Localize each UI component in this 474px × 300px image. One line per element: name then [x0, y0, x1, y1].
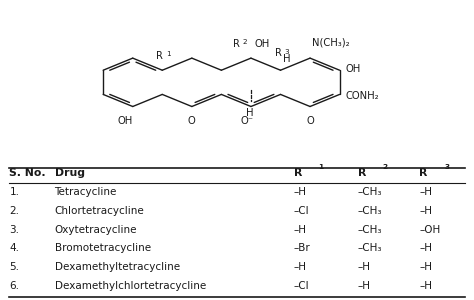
- Text: 2: 2: [383, 164, 388, 170]
- Text: –Cl: –Cl: [294, 281, 310, 291]
- Text: R: R: [294, 168, 302, 178]
- Text: –CH₃: –CH₃: [358, 187, 383, 197]
- Text: –H: –H: [358, 281, 371, 291]
- Text: –H: –H: [419, 187, 432, 197]
- Text: –CH₃: –CH₃: [358, 225, 383, 235]
- Text: OH: OH: [118, 116, 133, 126]
- Text: –H: –H: [294, 187, 307, 197]
- Text: Bromotetracycline: Bromotetracycline: [55, 243, 151, 254]
- Text: S. No.: S. No.: [9, 168, 46, 178]
- Text: –H: –H: [419, 281, 432, 291]
- Text: 2.: 2.: [9, 206, 19, 216]
- Text: R: R: [275, 49, 282, 58]
- Text: –H: –H: [294, 262, 307, 272]
- Text: 3: 3: [284, 49, 289, 55]
- Text: –Cl: –Cl: [294, 206, 310, 216]
- Text: 5.: 5.: [9, 262, 19, 272]
- Text: 6.: 6.: [9, 281, 19, 291]
- Text: H: H: [246, 108, 254, 118]
- Text: R: R: [358, 168, 366, 178]
- Text: –OH: –OH: [419, 225, 441, 235]
- Text: R: R: [419, 168, 428, 178]
- Text: O: O: [188, 116, 196, 126]
- Text: H: H: [283, 54, 291, 64]
- Text: –CH₃: –CH₃: [358, 206, 383, 216]
- Text: 1: 1: [319, 164, 324, 170]
- Text: Chlortetracycline: Chlortetracycline: [55, 206, 144, 216]
- Text: OH: OH: [345, 64, 361, 74]
- Text: Dexamethyltetracycline: Dexamethyltetracycline: [55, 262, 180, 272]
- Text: R: R: [156, 51, 164, 61]
- Text: –Br: –Br: [294, 243, 310, 254]
- Text: 4.: 4.: [9, 243, 19, 254]
- Text: O⁻: O⁻: [241, 116, 254, 126]
- Text: OH: OH: [255, 39, 270, 49]
- Text: 1.: 1.: [9, 187, 19, 197]
- Text: 3: 3: [444, 164, 449, 170]
- Text: –H: –H: [358, 262, 371, 272]
- Text: Oxytetracycline: Oxytetracycline: [55, 225, 137, 235]
- Text: O: O: [306, 116, 314, 126]
- Text: R: R: [233, 39, 240, 49]
- Text: –H: –H: [419, 206, 432, 216]
- Text: Tetracycline: Tetracycline: [55, 187, 117, 197]
- Text: Drug: Drug: [55, 168, 84, 178]
- Text: 3.: 3.: [9, 225, 19, 235]
- Text: –H: –H: [419, 262, 432, 272]
- Text: 1: 1: [166, 52, 171, 58]
- Text: N(CH₃)₂: N(CH₃)₂: [312, 38, 350, 47]
- Text: Dexamethylchlortetracycline: Dexamethylchlortetracycline: [55, 281, 206, 291]
- Text: –CH₃: –CH₃: [358, 243, 383, 254]
- Text: CONH₂: CONH₂: [345, 91, 379, 101]
- Text: –H: –H: [294, 225, 307, 235]
- Text: –H: –H: [419, 243, 432, 254]
- Text: 2: 2: [243, 39, 247, 45]
